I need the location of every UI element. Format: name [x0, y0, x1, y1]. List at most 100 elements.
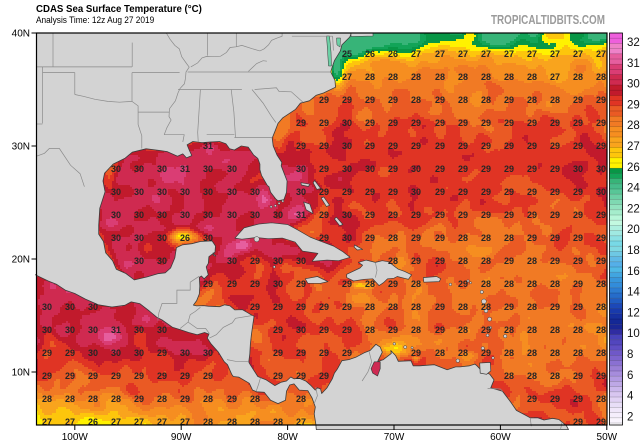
- svg-text:29: 29: [550, 164, 560, 174]
- svg-text:29: 29: [227, 279, 237, 289]
- svg-text:30: 30: [134, 164, 144, 174]
- svg-text:30: 30: [342, 210, 352, 220]
- svg-text:27: 27: [411, 49, 421, 59]
- svg-text:29: 29: [42, 371, 52, 381]
- svg-text:31: 31: [203, 141, 213, 151]
- svg-text:28: 28: [596, 348, 606, 358]
- svg-text:27: 27: [42, 417, 52, 427]
- svg-text:30: 30: [180, 348, 190, 358]
- svg-text:30: 30: [342, 233, 352, 243]
- svg-text:28: 28: [596, 325, 606, 335]
- svg-text:30: 30: [157, 325, 167, 335]
- svg-text:30: 30: [180, 187, 190, 197]
- svg-text:31: 31: [111, 325, 121, 335]
- svg-text:29: 29: [273, 348, 283, 358]
- svg-text:28: 28: [411, 302, 421, 312]
- svg-text:27: 27: [157, 417, 167, 427]
- svg-text:30: 30: [134, 325, 144, 335]
- svg-text:28: 28: [504, 72, 514, 82]
- svg-text:30: 30: [342, 118, 352, 128]
- svg-text:29: 29: [365, 118, 375, 128]
- svg-text:30: 30: [134, 210, 144, 220]
- svg-text:29: 29: [411, 118, 421, 128]
- svg-text:29: 29: [435, 141, 445, 151]
- svg-text:30: 30: [296, 256, 306, 266]
- svg-text:29: 29: [319, 164, 329, 174]
- svg-text:29: 29: [388, 141, 398, 151]
- svg-text:29: 29: [527, 394, 537, 404]
- svg-text:28: 28: [111, 394, 121, 404]
- svg-text:29: 29: [342, 187, 352, 197]
- svg-text:28: 28: [365, 279, 375, 289]
- svg-text:20: 20: [627, 224, 640, 236]
- svg-text:29: 29: [319, 302, 329, 312]
- svg-text:28: 28: [550, 348, 560, 358]
- svg-text:29: 29: [435, 256, 445, 266]
- svg-text:29: 29: [411, 141, 421, 151]
- svg-text:29: 29: [65, 348, 75, 358]
- svg-text:30: 30: [88, 348, 98, 358]
- svg-text:28: 28: [504, 348, 514, 358]
- svg-text:28: 28: [527, 72, 537, 82]
- svg-text:29: 29: [342, 325, 352, 335]
- svg-text:28: 28: [573, 348, 583, 358]
- svg-text:27: 27: [65, 417, 75, 427]
- svg-text:29: 29: [481, 118, 491, 128]
- svg-text:28: 28: [504, 325, 514, 335]
- svg-text:29: 29: [435, 233, 445, 243]
- svg-text:2: 2: [627, 411, 633, 423]
- svg-text:28: 28: [411, 325, 421, 335]
- svg-text:29: 29: [435, 325, 445, 335]
- svg-text:29: 29: [596, 371, 606, 381]
- svg-text:30: 30: [157, 210, 167, 220]
- svg-text:29: 29: [458, 210, 468, 220]
- svg-text:30: 30: [88, 325, 98, 335]
- svg-text:29: 29: [458, 118, 468, 128]
- svg-text:29: 29: [296, 371, 306, 381]
- svg-text:90W: 90W: [171, 432, 192, 441]
- svg-text:30: 30: [134, 233, 144, 243]
- svg-text:28: 28: [504, 233, 514, 243]
- svg-text:30: 30: [342, 141, 352, 151]
- svg-text:27: 27: [527, 49, 537, 59]
- svg-text:28: 28: [365, 325, 375, 335]
- svg-text:28: 28: [435, 348, 445, 358]
- svg-text:30: 30: [111, 187, 121, 197]
- svg-text:30: 30: [180, 210, 190, 220]
- svg-text:29: 29: [365, 233, 375, 243]
- svg-text:29: 29: [527, 210, 537, 220]
- svg-text:30: 30: [111, 210, 121, 220]
- svg-text:27: 27: [458, 49, 468, 59]
- svg-text:27: 27: [111, 417, 121, 427]
- svg-text:29: 29: [157, 371, 167, 381]
- svg-text:28: 28: [573, 72, 583, 82]
- svg-text:29: 29: [250, 279, 260, 289]
- svg-text:30: 30: [111, 233, 121, 243]
- svg-text:29: 29: [573, 141, 583, 151]
- svg-text:27: 27: [573, 49, 583, 59]
- svg-text:29: 29: [596, 118, 606, 128]
- svg-text:29: 29: [435, 164, 445, 174]
- svg-text:29: 29: [550, 256, 560, 266]
- svg-text:28: 28: [481, 95, 491, 105]
- svg-text:29: 29: [550, 141, 560, 151]
- svg-text:28: 28: [458, 233, 468, 243]
- svg-text:28: 28: [550, 325, 560, 335]
- svg-text:29: 29: [134, 394, 144, 404]
- svg-text:29: 29: [180, 371, 190, 381]
- svg-text:28: 28: [458, 72, 468, 82]
- svg-text:29: 29: [296, 302, 306, 312]
- svg-text:30: 30: [227, 256, 237, 266]
- svg-text:29: 29: [573, 118, 583, 128]
- svg-text:30: 30: [573, 164, 583, 174]
- svg-text:20N: 20N: [12, 255, 30, 266]
- svg-text:29: 29: [388, 95, 398, 105]
- svg-text:29: 29: [296, 118, 306, 128]
- svg-text:30: 30: [134, 187, 144, 197]
- svg-text:30: 30: [296, 187, 306, 197]
- svg-text:28: 28: [388, 256, 398, 266]
- svg-text:29: 29: [435, 210, 445, 220]
- svg-text:29: 29: [627, 99, 640, 111]
- svg-text:29: 29: [273, 371, 283, 381]
- svg-text:28: 28: [388, 302, 398, 312]
